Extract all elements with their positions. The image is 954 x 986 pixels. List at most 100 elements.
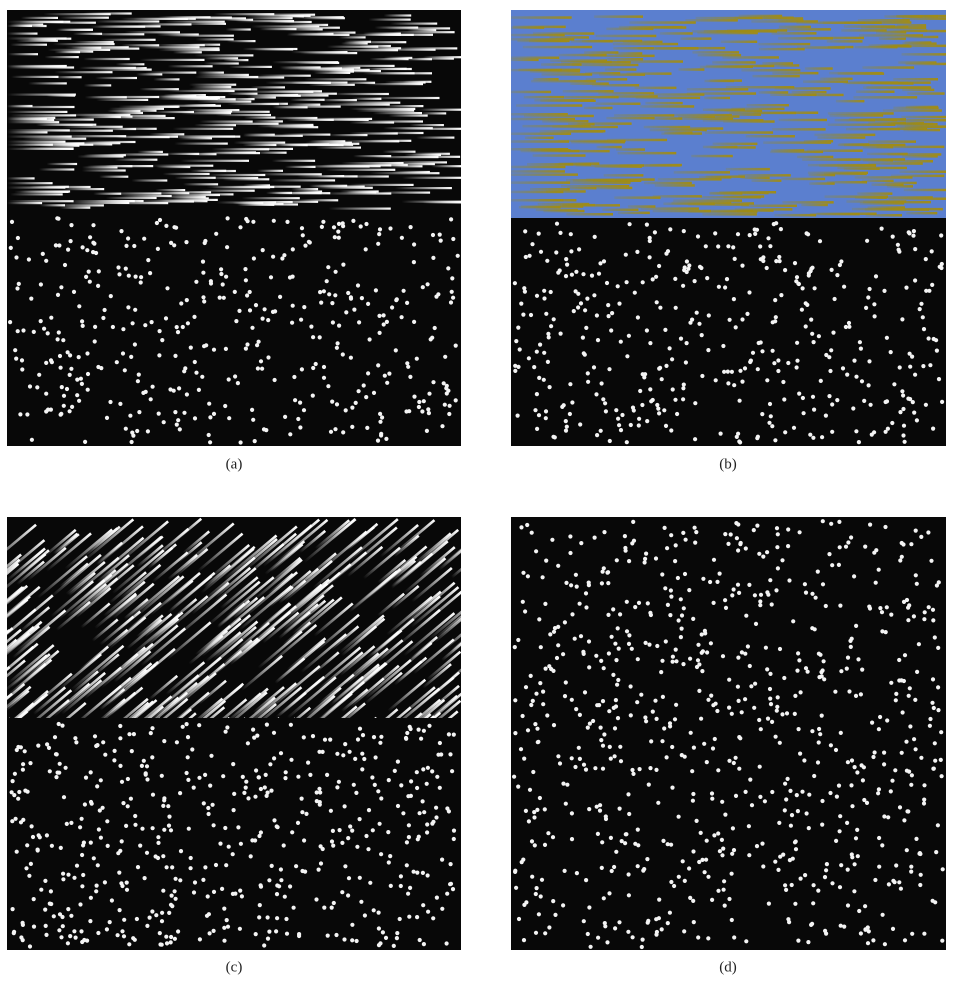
particle <box>601 666 606 671</box>
particle <box>587 905 592 910</box>
particle-streak <box>382 150 416 153</box>
particle <box>350 828 355 833</box>
particle <box>727 677 732 682</box>
particle <box>66 872 71 877</box>
particle <box>842 924 847 929</box>
particle-streak <box>257 630 303 669</box>
particle <box>311 335 316 340</box>
particle-streak <box>411 152 450 155</box>
particle <box>346 836 351 841</box>
particle <box>71 289 77 294</box>
particle <box>758 603 763 608</box>
particle-streak <box>614 196 661 199</box>
particle <box>884 605 889 610</box>
particle <box>260 366 265 371</box>
particle-streak <box>817 136 866 139</box>
particle-streak <box>511 117 575 121</box>
particle-streak <box>344 647 389 686</box>
particle <box>377 821 382 826</box>
particle <box>258 830 263 835</box>
particle <box>124 823 129 829</box>
particle-streak <box>339 101 401 104</box>
particle-streak <box>66 142 121 145</box>
particle-streak <box>137 23 192 26</box>
particle-streak <box>268 665 321 710</box>
particle <box>809 266 814 271</box>
particle <box>856 657 861 662</box>
particle-streak <box>778 37 833 40</box>
panel-background <box>511 517 946 950</box>
particle <box>622 534 628 539</box>
particle-streak <box>15 609 67 653</box>
particle <box>76 355 81 360</box>
particle <box>529 530 534 535</box>
particle <box>382 373 387 378</box>
particle <box>290 274 295 279</box>
particle-streak <box>89 33 145 36</box>
particle <box>334 402 340 407</box>
particle <box>533 722 538 727</box>
particle-streak <box>91 618 119 642</box>
particle <box>739 650 745 655</box>
particle <box>789 813 795 818</box>
particle-streak <box>208 173 266 177</box>
particle <box>781 379 786 385</box>
particle <box>679 753 684 758</box>
particle-streak <box>652 195 702 198</box>
particle-streak <box>7 553 22 583</box>
particle <box>636 423 641 428</box>
particle <box>170 865 175 870</box>
particle-streak <box>859 34 924 37</box>
particle <box>533 891 538 897</box>
particle <box>738 542 743 547</box>
particle <box>334 345 339 350</box>
particle-streak <box>83 12 132 15</box>
particle-streak <box>450 628 461 653</box>
particle <box>607 744 612 750</box>
particle <box>516 364 521 369</box>
particle <box>14 747 19 753</box>
particle-streak <box>845 127 900 131</box>
particle <box>601 896 606 901</box>
particle <box>820 519 825 524</box>
particle <box>88 770 93 775</box>
particle <box>835 273 840 278</box>
particle-streak <box>673 171 730 174</box>
particle <box>705 276 710 281</box>
particle <box>161 888 166 893</box>
particle <box>188 866 193 871</box>
particle <box>61 338 66 343</box>
particle <box>940 399 945 404</box>
particle <box>725 369 730 374</box>
particle <box>783 268 788 273</box>
particle-streak <box>738 174 791 177</box>
particle-streak <box>791 90 827 94</box>
particle-streak <box>257 74 311 77</box>
particle-streak <box>99 38 156 41</box>
particle <box>765 378 770 383</box>
particle-streak <box>891 174 945 178</box>
particle-streak <box>540 63 582 66</box>
particle <box>136 372 141 377</box>
particle-streak <box>114 111 143 115</box>
particle <box>644 222 650 227</box>
particle <box>288 722 293 727</box>
particle-streak <box>363 708 399 718</box>
particle <box>654 932 659 937</box>
particle <box>299 317 304 322</box>
particle-streak <box>107 662 153 701</box>
particle <box>803 324 808 329</box>
particle <box>531 769 536 775</box>
particle <box>440 424 445 429</box>
particle <box>879 610 885 615</box>
particle-streak <box>139 88 179 91</box>
particle <box>687 588 692 593</box>
particle <box>49 315 54 320</box>
particle <box>669 428 674 433</box>
particle <box>223 346 228 351</box>
particle-streak <box>111 549 165 595</box>
particle-streak <box>594 165 642 168</box>
particle <box>207 401 212 406</box>
particle <box>846 320 852 326</box>
particle <box>178 849 184 854</box>
